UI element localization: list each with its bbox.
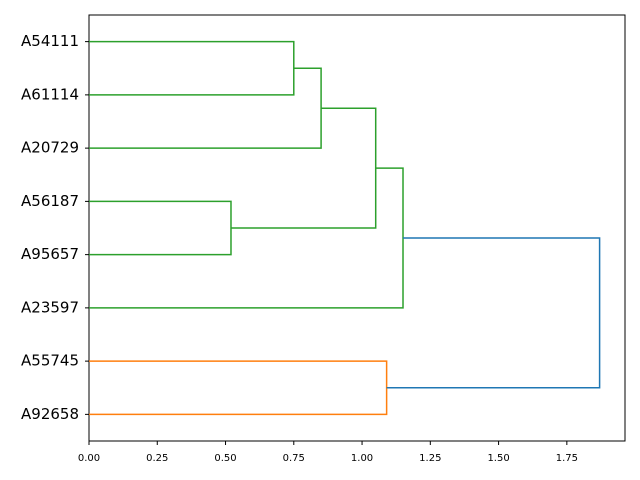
leaf-label: A61114: [21, 85, 79, 103]
leaf-label: A92658: [21, 405, 79, 423]
leaf-label: A23597: [21, 298, 79, 316]
x-tick-label: 0.50: [214, 453, 236, 464]
leaf-label: A56187: [21, 192, 79, 210]
link: [89, 360, 388, 416]
link: [386, 237, 601, 389]
axes-frame: [88, 14, 626, 442]
x-tick-label: 1.75: [556, 453, 578, 464]
x-tick-label: 1.25: [419, 453, 441, 464]
leaf-label: A95657: [21, 245, 79, 263]
leaf-label: A54111: [21, 32, 79, 50]
leaf-label: A20729: [21, 139, 79, 157]
x-tick-label: 0.25: [146, 453, 168, 464]
x-tick-label: 1.00: [351, 453, 373, 464]
leaf-label: A55745: [21, 352, 79, 370]
x-tick-label: 0.00: [78, 453, 100, 464]
link: [89, 167, 404, 309]
x-tick-label: 0.75: [283, 453, 305, 464]
x-tick-label: 1.50: [487, 453, 509, 464]
